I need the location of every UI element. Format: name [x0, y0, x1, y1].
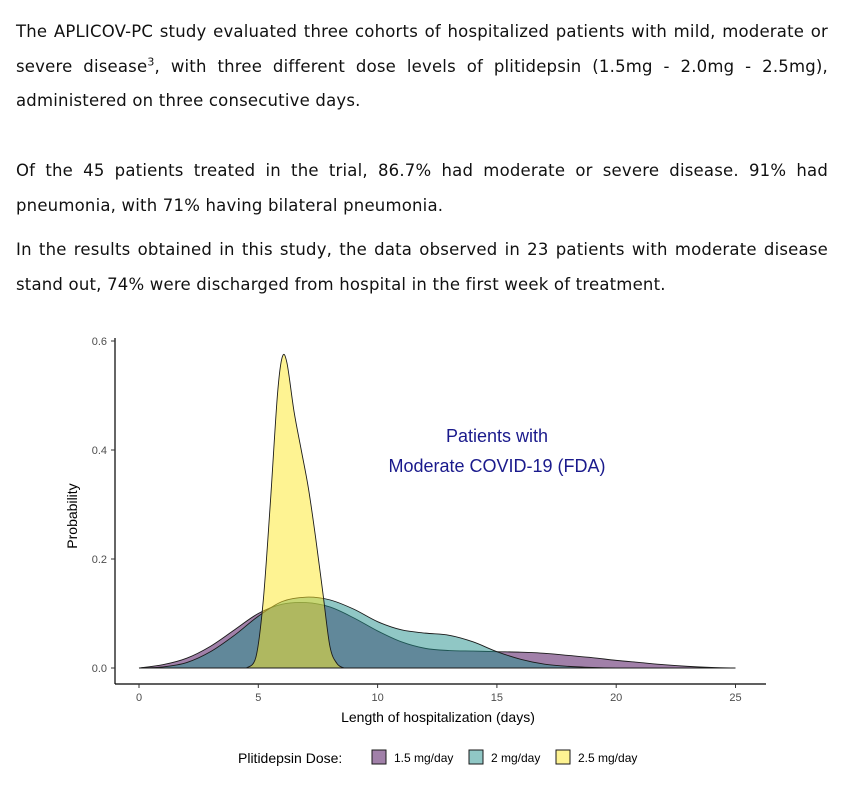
annotation-line-1: Patients with	[446, 426, 548, 446]
y-tick-label: 0.2	[92, 554, 107, 566]
x-tick-label: 10	[371, 692, 383, 704]
y-tick-label: 0.6	[92, 336, 107, 348]
y-tick-label: 0.0	[92, 663, 107, 675]
x-tick-label: 15	[491, 692, 503, 704]
footnote-reference[interactable]: 3	[147, 55, 155, 68]
legend-item: 2 mg/day	[468, 749, 540, 765]
paragraph-study-description: The APLICOV-PC study evaluated three coh…	[16, 15, 828, 119]
legend-item: 1.5 mg/day	[371, 749, 453, 765]
paragraph-patient-stats: Of the 45 patients treated in the trial,…	[16, 161, 828, 215]
legend-label: 2 mg/day	[491, 751, 540, 765]
paragraph-results: In the results obtained in this study, t…	[16, 240, 828, 294]
x-tick-label: 25	[729, 692, 741, 704]
y-tick-label: 0.4	[92, 445, 107, 457]
legend-label: 1.5 mg/day	[394, 751, 453, 765]
legend-item: 2.5 mg/day	[555, 749, 637, 765]
density-chart: 0.0 0.2 0.4 0.6 0 5 10 15 20 25 Length of hospit…	[64, 336, 766, 766]
legend-title: Plitidepsin Dose:	[238, 750, 342, 766]
x-tick-label: 20	[610, 692, 622, 704]
paragraph-text: The APLICOV-PC study evaluated three coh…	[16, 22, 828, 76]
x-ticks: 0 5 10 15 20 25	[136, 684, 742, 704]
legend: Plitidepsin Dose: 1.5 mg/day 2 mg/day 2.5 …	[238, 749, 637, 766]
annotation-line-2: Moderate COVID-19 (FDA)	[388, 456, 605, 476]
legend-swatch	[555, 749, 571, 765]
density-area-2-mg-day	[138, 596, 736, 669]
y-axis-title: Probability	[64, 483, 80, 548]
density-area-2-5-mg-day	[245, 353, 346, 669]
density-areas	[138, 353, 736, 669]
x-tick-label: 5	[255, 692, 261, 704]
legend-swatch	[468, 749, 484, 765]
legend-label: 2.5 mg/day	[578, 751, 637, 765]
paragraph-text: , with three different dose levels of pl…	[16, 56, 829, 111]
y-ticks: 0.0 0.2 0.4 0.6	[92, 336, 115, 675]
x-tick-label: 0	[136, 692, 142, 704]
x-axis-title: Length of hospitalization (days)	[341, 709, 535, 725]
legend-swatch	[371, 749, 387, 765]
